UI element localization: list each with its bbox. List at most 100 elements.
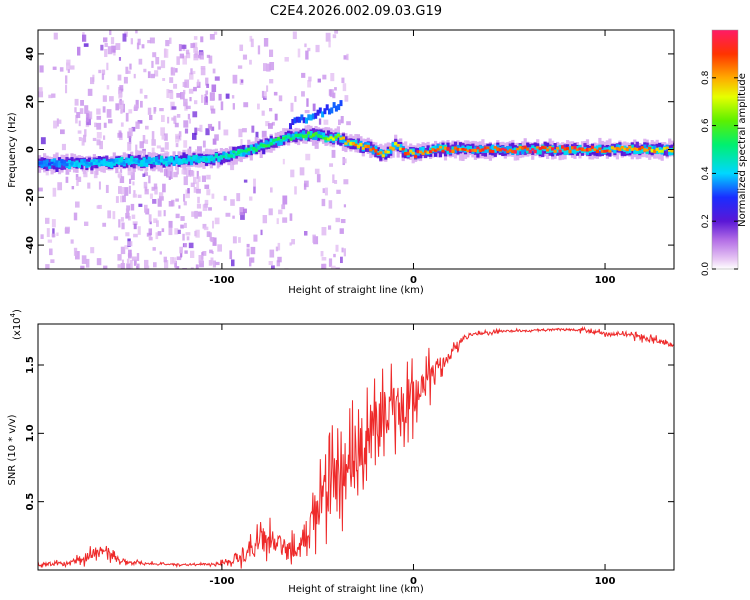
noise-speckle [170, 257, 174, 265]
ridge-cell [536, 146, 540, 149]
noise-speckle [122, 195, 126, 203]
snr-scale-exponent: 4 [9, 312, 17, 317]
ridge-cell [453, 146, 458, 154]
ridge-cell [184, 160, 189, 164]
ridge-cell [389, 147, 393, 154]
noise-speckle [136, 253, 140, 261]
noise-speckle [120, 217, 124, 222]
noise-speckle [269, 108, 273, 112]
y-tick-label: 0.5 [25, 493, 36, 511]
noise-speckle [126, 258, 130, 265]
noise-speckle [294, 186, 297, 195]
ridge-cell [541, 146, 545, 157]
ridge-cell [613, 148, 617, 154]
ridge-cell [97, 159, 101, 167]
ridge-cell [488, 149, 492, 153]
ridge-cell [277, 139, 281, 146]
noise-speckle [232, 74, 238, 84]
noise-speckle [291, 239, 296, 245]
ridge-cell [65, 163, 69, 167]
ridge-cell [349, 141, 353, 146]
ridge-cell [329, 136, 333, 139]
noise-speckle [60, 129, 65, 135]
ridge-cell [618, 147, 622, 151]
ridge-cell [189, 156, 194, 160]
noise-speckle [157, 268, 160, 269]
ridge-cell [43, 161, 47, 165]
noise-speckle [192, 70, 196, 75]
noise-speckle [85, 258, 90, 268]
ridge-cell [269, 142, 273, 146]
ridge-cell [40, 160, 44, 168]
noise-speckle [73, 247, 78, 256]
noise-speckle [71, 186, 75, 190]
ridge-cell [222, 155, 226, 158]
noise-speckle [185, 232, 191, 236]
ridge-cell [553, 143, 557, 153]
noise-speckle [175, 133, 180, 143]
noise-speckle [164, 142, 169, 150]
ridge-cell [346, 139, 350, 143]
ridge-cell [147, 159, 151, 163]
noise-speckle [124, 245, 129, 250]
noise-speckle [75, 115, 78, 124]
noise-speckle [214, 76, 220, 81]
noise-speckle [128, 135, 132, 144]
noise-speckle [102, 95, 107, 102]
noise-speckle [167, 116, 170, 124]
noise-speckle [332, 92, 336, 99]
noise-speckle [172, 257, 177, 263]
ridge-cell [284, 135, 288, 139]
ridge-cell [424, 150, 428, 153]
noise-speckle [223, 195, 227, 201]
noise-speckle [120, 187, 125, 195]
ridge-cell [239, 151, 243, 157]
noise-speckle [77, 130, 82, 134]
noise-speckle [127, 167, 133, 176]
ridge-cell [55, 160, 59, 168]
noise-speckle [159, 251, 162, 255]
noise-speckle [205, 77, 209, 86]
noise-speckle [194, 100, 198, 105]
ridge-cell [239, 149, 243, 153]
noise-speckle [306, 98, 309, 107]
noise-speckle [118, 93, 123, 99]
ridge-cell [453, 146, 458, 150]
noise-speckle [143, 68, 147, 73]
ridge-cell [302, 134, 306, 139]
noise-speckle [186, 236, 190, 241]
noise-speckle [67, 69, 70, 73]
ridge-cell [351, 142, 355, 146]
noise-speckle [176, 266, 179, 269]
ridge-cell [364, 144, 368, 149]
ridge-cell [501, 147, 505, 151]
ridge-branch-cell [332, 102, 336, 109]
noise-speckle [209, 249, 213, 254]
noise-speckle [144, 204, 148, 213]
ridge-branch-cell [339, 100, 343, 107]
ridge-cell [546, 148, 550, 152]
noise-speckle [197, 176, 201, 182]
ridge-cell [264, 140, 268, 147]
noise-speckle [335, 267, 340, 269]
ridge-cell [603, 149, 607, 153]
noise-speckle [103, 265, 108, 269]
noise-speckle [304, 231, 308, 236]
noise-speckle [40, 137, 46, 145]
ridge-cell [127, 161, 131, 166]
noise-speckle [232, 236, 237, 244]
noise-speckle [169, 90, 174, 100]
noise-speckle [278, 95, 283, 102]
noise-speckle [38, 91, 44, 98]
noise-speckle [199, 260, 204, 268]
noise-speckle [154, 186, 158, 195]
noise-speckle [238, 128, 243, 138]
noise-speckle [96, 132, 102, 139]
ridge-cell [172, 161, 176, 165]
ridge-cell [52, 162, 57, 166]
noise-speckle [156, 220, 159, 227]
noise-speckle [48, 94, 53, 99]
ridge-cell [232, 153, 236, 159]
ridge-cell [105, 162, 109, 166]
noise-speckle [173, 83, 178, 89]
